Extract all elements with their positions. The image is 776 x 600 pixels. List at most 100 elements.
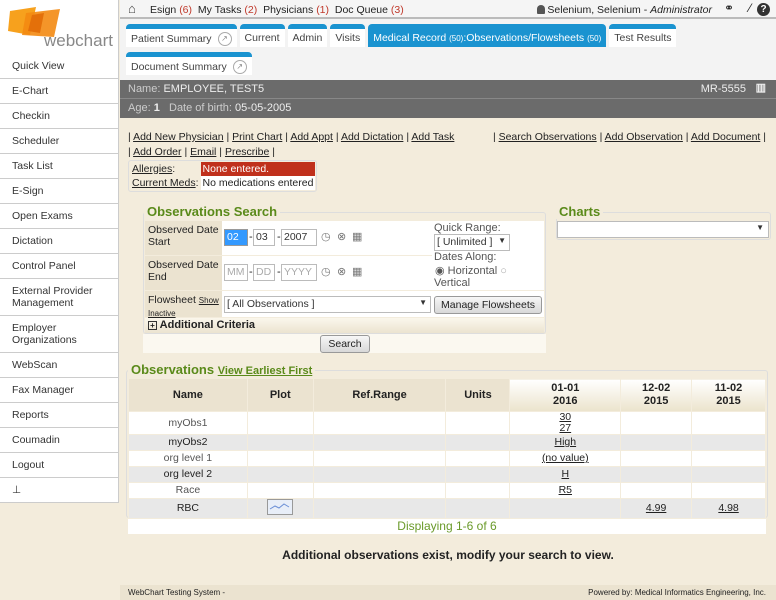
- sidebar-item-coumadin[interactable]: Coumadin: [0, 428, 119, 453]
- calendar-icon[interactable]: ▦: [352, 231, 363, 243]
- table-row: RBC 4.99 4.98: [128, 498, 766, 519]
- column-header-date[interactable]: 11-02 2015: [691, 378, 766, 412]
- patient-name-bar: Name: EMPLOYEE, TEST5 MR-5555 ▥: [120, 80, 776, 99]
- sidebar-item-open-exams[interactable]: Open Exams: [0, 204, 119, 229]
- start-month-input[interactable]: 02: [224, 229, 248, 246]
- start-day-input[interactable]: 03: [253, 229, 275, 246]
- age-label: Age:: [128, 102, 151, 114]
- tab-test-results[interactable]: Test Results: [609, 24, 677, 47]
- link-add-order[interactable]: Add Order: [133, 146, 182, 158]
- sidebar-item-dictation[interactable]: Dictation: [0, 229, 119, 254]
- doc-queue-link[interactable]: Doc Queue (3): [335, 4, 404, 16]
- tab-current[interactable]: Current: [239, 24, 285, 47]
- link-add-new-physician[interactable]: Add New Physician: [133, 131, 224, 143]
- sidebar-item-quick-view[interactable]: Quick View: [0, 54, 119, 79]
- observation-value-link[interactable]: H: [561, 468, 570, 480]
- quick-range-select[interactable]: [ Unlimited ] ▼: [434, 234, 510, 251]
- open-external-icon[interactable]: ↗: [232, 60, 247, 74]
- sidebar-item-scheduler[interactable]: Scheduler: [0, 129, 119, 154]
- search-button[interactable]: Search: [320, 335, 370, 353]
- magic-wand-icon[interactable]: ⁄: [748, 1, 751, 15]
- bar-chart-icon[interactable]: ▥: [755, 82, 766, 94]
- link-print-chart[interactable]: Print Chart: [232, 131, 283, 143]
- observation-value-link[interactable]: High: [554, 436, 577, 448]
- additional-criteria-toggle[interactable]: + Additional Criteria: [145, 318, 544, 333]
- esign-label: Esign: [150, 4, 177, 16]
- pin-icon[interactable]: ⊥: [0, 478, 119, 503]
- clock-icon[interactable]: ◷: [321, 266, 331, 278]
- open-external-icon[interactable]: ↗: [217, 32, 232, 46]
- observation-value-link[interactable]: 30: [559, 411, 572, 423]
- sidebar-item-checkin[interactable]: Checkin: [0, 104, 119, 129]
- vertical-radio[interactable]: ○: [500, 265, 507, 277]
- tab-visits[interactable]: Visits: [330, 24, 366, 47]
- sidebar-item-e-sign[interactable]: E-Sign: [0, 179, 119, 204]
- calendar-icon[interactable]: ▦: [352, 266, 363, 278]
- observation-value-link[interactable]: R5: [558, 484, 572, 496]
- clear-icon[interactable]: ⊗: [337, 231, 347, 243]
- clock-icon[interactable]: ◷: [321, 231, 331, 243]
- allergies-link[interactable]: Allergies: [132, 162, 173, 175]
- sidebar-item-control-panel[interactable]: Control Panel: [0, 254, 119, 279]
- esign-link[interactable]: Esign (6): [150, 4, 192, 16]
- link-add-observation[interactable]: Add Observation: [604, 131, 683, 143]
- sidebar-item-external-provider-management[interactable]: External Provider Management: [0, 279, 119, 316]
- physicians-link[interactable]: Physicians (1): [263, 4, 329, 16]
- link-add-dictation[interactable]: Add Dictation: [340, 131, 404, 143]
- user-menu[interactable]: Selenium, Selenium - Administrator: [536, 4, 712, 16]
- column-header-date[interactable]: 12-02 2015: [620, 378, 693, 412]
- observation-value-link[interactable]: 4.99: [645, 502, 667, 514]
- view-earliest-first-link[interactable]: View Earliest First: [217, 365, 313, 377]
- show-inactive-link[interactable]: Show Inactive: [148, 296, 219, 318]
- charts-select[interactable]: ▼: [557, 221, 769, 238]
- footer: WebChart Testing System - Powered by: Me…: [120, 585, 776, 600]
- sidebar-item-task-list[interactable]: Task List: [0, 154, 119, 179]
- alerts-table: Allergies: None entered. Current Meds: No …: [132, 162, 316, 190]
- home-icon[interactable]: ⌂: [128, 1, 136, 16]
- horizontal-radio[interactable]: ◉: [435, 265, 445, 277]
- current-meds-link[interactable]: Current Meds: [132, 176, 196, 189]
- link-add-appt[interactable]: Add Appt: [290, 131, 333, 143]
- sidebar-item-logout[interactable]: Logout: [0, 453, 119, 478]
- end-month-input[interactable]: MM: [224, 264, 248, 281]
- observation-value-link[interactable]: 27: [559, 422, 572, 434]
- units-cell: [445, 434, 511, 451]
- tab-admin[interactable]: Admin: [287, 24, 328, 47]
- sidebar-item-webscan[interactable]: WebScan: [0, 353, 119, 378]
- my-tasks-link[interactable]: My Tasks (2): [198, 4, 257, 16]
- start-date-label: Observed Date Start: [145, 221, 222, 255]
- sidebar-item-employer-organizations[interactable]: Employer Organizations: [0, 316, 119, 353]
- flowsheet-select[interactable]: [ All Observations ] ▼: [224, 296, 431, 313]
- action-links-2: | Add Order | Email | Prescribe |: [128, 146, 275, 158]
- link-add-document[interactable]: Add Document: [690, 131, 761, 143]
- tab-medical-record[interactable]: Medical Record (50):Observations/Flowshe…: [368, 24, 607, 47]
- sidebar-item-e-chart[interactable]: E-Chart: [0, 79, 119, 104]
- tab-label: Visits: [335, 32, 361, 44]
- start-year-input[interactable]: 2007: [281, 229, 317, 246]
- manage-flowsheets-button[interactable]: Manage Flowsheets: [434, 296, 542, 314]
- chevron-down-icon: ▼: [756, 223, 764, 232]
- link-search-observations[interactable]: Search Observations: [498, 131, 597, 143]
- quick-range-label: Quick Range:: [434, 222, 501, 234]
- column-header-date[interactable]: 01-01 2016: [509, 378, 622, 412]
- link-add-task[interactable]: Add Task: [411, 131, 455, 143]
- units-cell: [445, 498, 511, 519]
- link-prescribe[interactable]: Prescribe: [224, 146, 270, 158]
- observation-value-link[interactable]: (no value): [541, 452, 589, 464]
- footer-system: WebChart Testing System -: [128, 588, 226, 597]
- date-year: 2015: [643, 395, 669, 407]
- tab-patient-summary[interactable]: Patient Summary ↗: [126, 24, 237, 47]
- tab-document-summary[interactable]: Document Summary ↗: [126, 52, 252, 75]
- end-year-input[interactable]: YYYY: [281, 264, 317, 281]
- end-day-input[interactable]: DD: [253, 264, 275, 281]
- link-email[interactable]: Email: [190, 146, 217, 158]
- sidebar-item-fax-manager[interactable]: Fax Manager: [0, 378, 119, 403]
- webchart-logo[interactable]: webchart: [0, 0, 119, 54]
- link-icon[interactable]: ⚭: [723, 1, 734, 15]
- clear-icon[interactable]: ⊗: [337, 266, 347, 278]
- table-row: org level 1 (no value): [128, 450, 766, 467]
- help-icon[interactable]: ?: [757, 3, 770, 16]
- plot-thumbnail-icon[interactable]: [267, 499, 294, 515]
- observation-value-link[interactable]: 4.98: [718, 502, 739, 514]
- sidebar-item-reports[interactable]: Reports: [0, 403, 119, 428]
